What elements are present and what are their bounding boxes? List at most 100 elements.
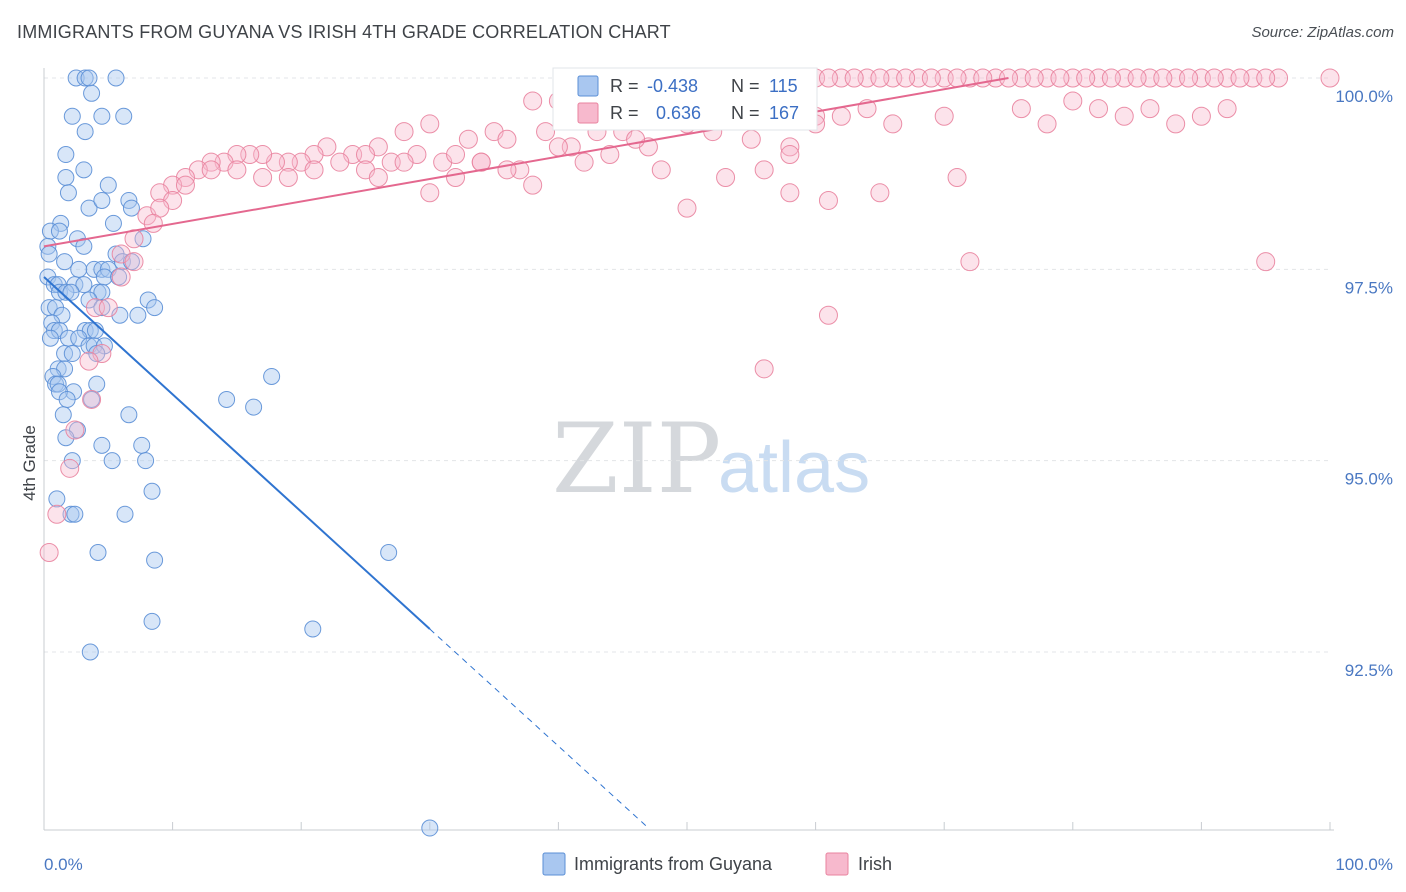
point-irish (47, 504, 67, 524)
point-irish (446, 167, 466, 187)
point-irish (79, 351, 99, 371)
point-guyana (80, 199, 98, 217)
watermark-atlas: atlas (718, 428, 870, 508)
point-irish (420, 183, 440, 203)
series-legend: Immigrants from Guyana Irish (542, 852, 892, 876)
series-legend-label-irish: Irish (858, 854, 892, 874)
point-guyana (89, 544, 107, 562)
point-guyana (129, 306, 147, 324)
point-guyana (115, 107, 133, 125)
point-irish (1153, 68, 1173, 88)
point-irish (780, 183, 800, 203)
point-guyana (120, 406, 138, 424)
point-irish (780, 145, 800, 165)
trend-lines (43, 77, 1009, 829)
point-irish (921, 68, 941, 88)
point-guyana (93, 107, 111, 125)
watermark-zip: ZIP (552, 403, 721, 515)
point-irish (1140, 99, 1160, 119)
point-irish (780, 137, 800, 157)
point-irish (960, 252, 980, 272)
point-guyana (76, 69, 94, 87)
point-guyana (57, 283, 75, 301)
point-irish (1217, 99, 1237, 119)
point-guyana (93, 436, 111, 454)
legend-r-value-irish: 0.636 (656, 103, 701, 123)
point-irish (1037, 114, 1057, 134)
point-irish (1024, 68, 1044, 88)
point-guyana (63, 107, 81, 125)
point-irish (523, 175, 543, 195)
point-irish (1256, 68, 1276, 88)
point-guyana (104, 214, 122, 232)
point-guyana (56, 253, 74, 271)
point-guyana (122, 199, 140, 217)
watermark: ZIP atlas (552, 403, 870, 515)
point-irish (60, 458, 80, 478)
series-guyana-points (39, 69, 439, 837)
point-irish (934, 106, 954, 126)
point-guyana (41, 329, 59, 347)
legend-r-value-guyana: -0.438 (647, 76, 698, 96)
point-guyana (110, 268, 128, 286)
point-irish (65, 420, 85, 440)
series-legend-label-guyana: Immigrants from Guyana (574, 854, 773, 874)
x-tick-label-max: 100.0% (1335, 855, 1393, 874)
legend-n-value-irish: 167 (769, 103, 799, 123)
point-irish (394, 152, 414, 172)
point-irish (1179, 68, 1199, 88)
point-irish (651, 160, 671, 180)
point-guyana (80, 291, 98, 309)
axes (43, 68, 1334, 831)
y-tick-labels: 92.5% 95.0% 97.5% 100.0% (1335, 87, 1393, 680)
point-irish (1127, 68, 1147, 88)
point-irish (818, 190, 838, 210)
point-irish (741, 129, 761, 149)
point-irish (304, 160, 324, 180)
point-irish (870, 68, 890, 88)
point-irish (98, 298, 118, 318)
point-irish (1166, 114, 1186, 134)
point-irish (677, 198, 697, 218)
point-irish (818, 68, 838, 88)
point-irish (356, 145, 375, 165)
point-guyana (83, 390, 101, 408)
point-guyana (59, 184, 77, 202)
point-irish (1320, 68, 1340, 88)
point-irish (446, 145, 466, 165)
point-irish (497, 129, 517, 149)
point-irish (754, 160, 774, 180)
point-irish (1101, 68, 1121, 88)
point-guyana (122, 253, 140, 271)
point-irish (82, 389, 102, 409)
point-guyana (58, 390, 76, 408)
point-guyana (133, 436, 151, 454)
point-irish (143, 213, 163, 233)
point-guyana (143, 482, 161, 500)
point-guyana (70, 260, 88, 278)
point-irish (1050, 68, 1070, 88)
point-guyana (50, 222, 68, 240)
point-guyana (48, 490, 66, 508)
point-guyana (62, 505, 80, 523)
trend-line-guyana-extension (429, 628, 649, 829)
point-guyana (75, 237, 93, 255)
point-irish (1204, 68, 1224, 88)
point-irish (368, 167, 388, 187)
point-irish (1256, 252, 1276, 272)
point-guyana (421, 819, 439, 837)
point-guyana (95, 268, 113, 286)
point-irish (201, 160, 221, 180)
point-guyana (57, 146, 75, 164)
source-label: Source: ZipAtlas.com (1251, 24, 1394, 41)
point-irish (111, 267, 131, 287)
point-irish (947, 167, 967, 187)
x-tick-label-min: 0.0% (44, 855, 83, 874)
legend-r-label-irish: R = (610, 103, 639, 123)
point-irish (175, 175, 195, 195)
y-axis-label: 4th Grade (20, 425, 39, 501)
point-irish (626, 129, 646, 149)
point-guyana (57, 168, 75, 186)
series-legend-swatch-irish (825, 852, 849, 876)
